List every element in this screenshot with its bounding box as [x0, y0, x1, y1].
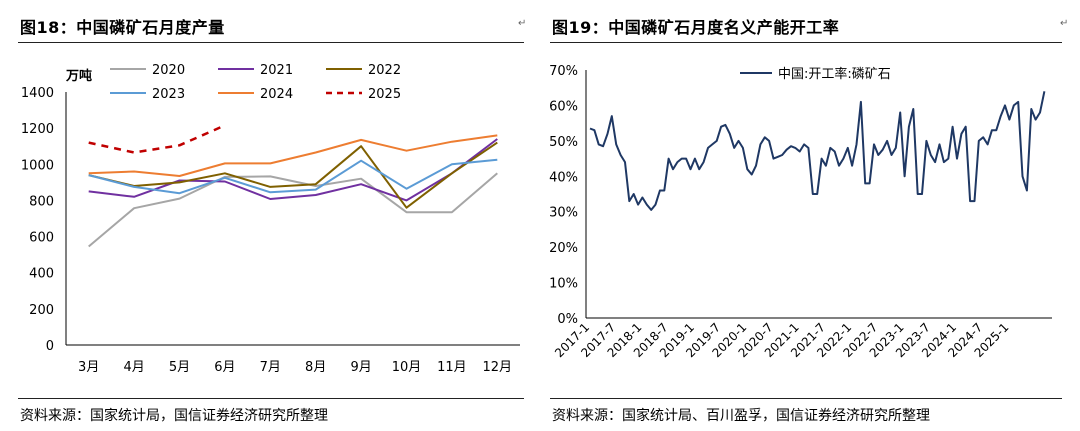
- y-tick-label: 60%: [549, 99, 578, 114]
- y-tick-label: 0%: [557, 312, 578, 327]
- y-tick-label: 0: [46, 339, 54, 354]
- right-bottom-rule: [550, 398, 1062, 399]
- legend-label-2025: 2025: [368, 87, 401, 102]
- x-tick-label: 8月: [305, 360, 326, 375]
- right-chart-svg: 0%10%20%30%40%50%60%70%2017-12017-72018-…: [549, 64, 1052, 360]
- left-top-rule: [18, 42, 524, 43]
- y-tick-label: 200: [29, 303, 54, 318]
- pilcrow-mark: ↵: [518, 18, 527, 29]
- series-line-2023: [88, 158, 498, 195]
- y-tick-label: 10%: [549, 277, 578, 292]
- right-chart-title: 图19：中国磷矿石月度名义产能开工率: [552, 18, 840, 37]
- left-chart-panel: 图18：中国磷矿石月度产量 ↵ 万吨 0 200 400 600 800 1000 1200 1…: [0, 0, 538, 431]
- pilcrow-mark: ↵: [1060, 18, 1069, 29]
- legend-label-2022: 2022: [368, 63, 401, 78]
- y-tick-label: 800: [29, 194, 54, 209]
- y-tick-label: 70%: [549, 64, 578, 79]
- x-tick-label: 11月: [437, 360, 467, 375]
- x-tick-label: 5月: [169, 360, 190, 375]
- left-source-note: 资料来源：国家统计局，国信证券经济研究所整理: [20, 408, 328, 424]
- legend-label-2023: 2023: [152, 87, 185, 102]
- y-axis-unit-label: 万吨: [65, 68, 92, 84]
- y-tick-label: 30%: [549, 206, 578, 221]
- y-tick-label: 20%: [549, 241, 578, 256]
- x-tick-label: 4月: [123, 360, 144, 375]
- series-line-2022: [88, 141, 498, 209]
- right-chart-panel: 图19：中国磷矿石月度名义产能开工率 ↵ 0% 10% 20% 30% 40% 50% 60…: [540, 0, 1080, 431]
- series-line-utilization: [589, 91, 1046, 211]
- legend-label-2021: 2021: [260, 63, 293, 78]
- left-chart-title: 图18：中国磷矿石月度产量: [20, 18, 225, 37]
- y-tick-label: 40%: [549, 170, 578, 185]
- y-tick-label: 1200: [21, 122, 54, 137]
- left-chart-svg: 万吨 0 200 400 600 800 1000 1200 1400 3月 4月 5月 6月 7月 8月 9…: [21, 63, 520, 375]
- x-tick-label: 6月: [214, 360, 235, 375]
- y-tick-label: 600: [29, 231, 54, 246]
- series-line-2024: [88, 134, 498, 177]
- y-tick-label: 1000: [21, 158, 54, 173]
- y-tick-label: 50%: [549, 135, 578, 150]
- series-line-2021: [88, 138, 498, 202]
- series-line-2025: [88, 124, 226, 154]
- y-tick-label: 400: [29, 267, 54, 282]
- legend-label-2024: 2024: [260, 87, 293, 102]
- series-line-2020: [88, 172, 498, 248]
- x-tick-label: 10月: [392, 360, 422, 375]
- y-tick-label: 1400: [21, 86, 54, 101]
- x-tick-label: 7月: [260, 360, 281, 375]
- x-tick-label: 3月: [78, 360, 99, 375]
- x-tick-label: 12月: [483, 360, 513, 375]
- right-top-rule: [550, 42, 1062, 43]
- legend-label: 中国:开工率:磷矿石: [778, 66, 891, 82]
- legend-label-2020: 2020: [152, 63, 185, 78]
- x-tick-label: 9月: [350, 360, 371, 375]
- left-bottom-rule: [18, 398, 524, 399]
- right-source-note: 资料来源：国家统计局、百川盈孚，国信证券经济研究所整理: [552, 408, 930, 424]
